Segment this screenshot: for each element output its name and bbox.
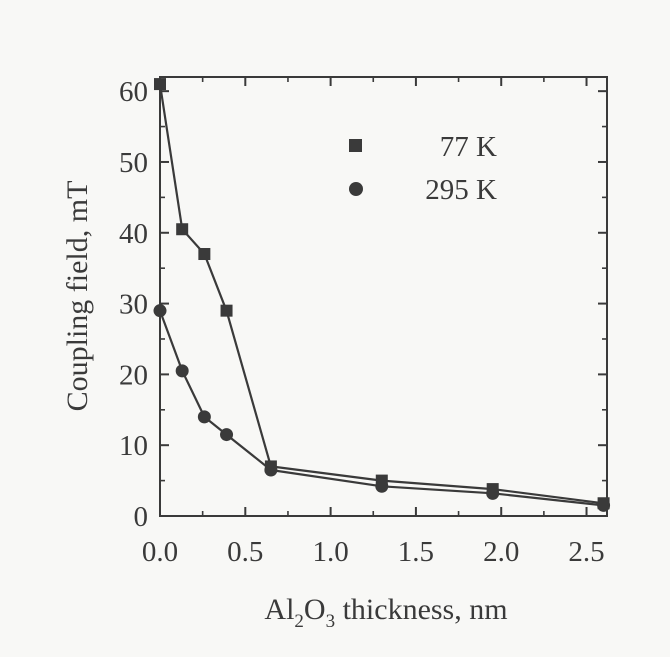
x-tick-label: 1.0 (312, 536, 348, 568)
x-axis-label-sub1: 2 (294, 611, 304, 632)
data-point-circle (220, 428, 234, 442)
plot-frame (159, 76, 608, 517)
x-tick-label: 0.0 (142, 536, 178, 568)
data-point-circle (197, 410, 211, 424)
y-tick-label: 20 (119, 359, 148, 391)
series-lines (158, 83, 604, 507)
x-axis-label-post: thickness, nm (335, 593, 508, 626)
data-point-square (220, 304, 233, 317)
y-tick-label: 50 (119, 147, 148, 179)
y-axis-label: Coupling field, mT (61, 181, 94, 412)
y-tick-label: 60 (119, 76, 148, 108)
legend-marker-square (349, 139, 362, 152)
x-tick-label: 1.5 (398, 536, 434, 568)
legend: 77 K 295 K (349, 131, 497, 206)
data-point-circle (153, 304, 167, 318)
y-tick-label: 30 (119, 289, 148, 321)
series-markers (153, 78, 611, 512)
data-point-circle (375, 479, 389, 493)
axis-ticks (159, 77, 607, 517)
data-point-circle (486, 486, 500, 500)
legend-label: 295 K (425, 174, 497, 206)
data-point-circle (175, 364, 189, 378)
legend-label: 77 K (440, 131, 497, 163)
tick-labels: 0.0 0.5 1.0 1.5 2.0 2.5 0 10 20 30 40 50 60 (119, 76, 605, 568)
y-tick-label: 0 (134, 501, 149, 533)
data-point-square (198, 248, 211, 261)
x-axis-label-pre: Al (264, 593, 294, 626)
data-point-circle (597, 498, 611, 512)
data-point-square (176, 223, 189, 236)
x-axis-label-sub2: 3 (326, 611, 336, 632)
data-point-circle (264, 463, 278, 477)
series-line-circle (158, 310, 604, 507)
y-tick-label: 10 (119, 430, 148, 462)
x-axis-label-mid: O (304, 593, 326, 626)
x-tick-label: 2.5 (568, 536, 604, 568)
legend-marker-circle (349, 182, 363, 196)
data-point-square (154, 78, 166, 91)
x-axis-label: Al2O3 thickness, nm (264, 593, 507, 632)
x-tick-label: 2.0 (483, 536, 519, 568)
y-tick-label: 40 (119, 218, 148, 250)
x-tick-label: 0.5 (227, 536, 263, 568)
